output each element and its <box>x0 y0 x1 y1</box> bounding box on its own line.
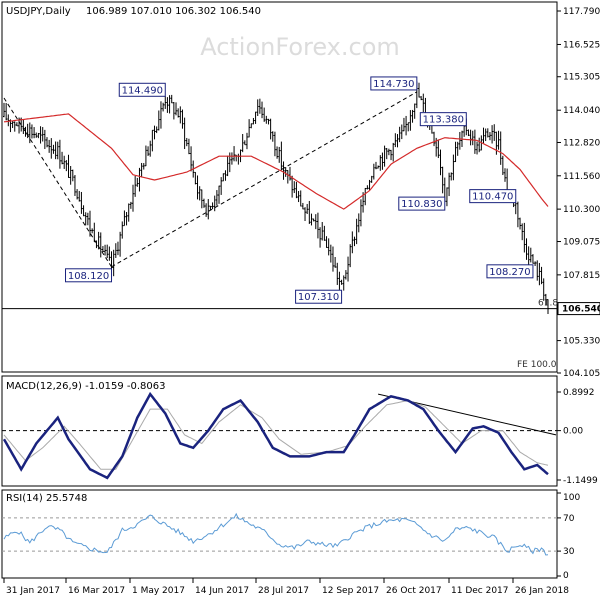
date-tick-label: 16 Mar 2017 <box>68 586 125 596</box>
trend-line <box>111 91 418 268</box>
swing-label-text: 113.380 <box>423 115 464 126</box>
rsi-label: RSI(14) 25.5748 <box>6 493 87 504</box>
macd-panel: MACD(12,26,9) -1.0159 -0.8063 0.8992 0.00… <box>1 375 598 487</box>
swing-label-text: 110.830 <box>401 199 442 210</box>
swing-label: 107.310 <box>295 289 343 304</box>
price-trend-lines <box>3 91 418 268</box>
swing-label-box <box>118 82 166 97</box>
price-tick-label: 111.560 <box>563 172 600 182</box>
price-tick-label: 115.305 <box>563 73 600 83</box>
macd-signal-line <box>3 400 549 470</box>
rsi-panel-frame <box>1 489 558 579</box>
macd-tick-label: -1.1499 <box>563 476 598 486</box>
candlestick-series <box>3 81 549 314</box>
swing-label: 113.380 <box>419 112 467 127</box>
price-panel: ActionForex.com USDJPY,Daily 106.989 107… <box>1 1 600 379</box>
price-tick-label: 107.815 <box>563 271 600 281</box>
swing-point-labels: 108.120 114.490 107.310 114.730 110.830 113.3… <box>65 76 534 304</box>
price-tick-label: 114.040 <box>563 106 600 116</box>
swing-label-box <box>419 112 467 127</box>
swing-label-text: 108.120 <box>68 271 109 282</box>
price-tick-label: 110.300 <box>563 205 600 215</box>
price-tick-label: 117.790 <box>563 7 600 17</box>
swing-label: 108.270 <box>486 264 534 279</box>
symbol-label: USDJPY,Daily <box>6 6 71 17</box>
macd-line <box>2 391 549 480</box>
price-tick-label: 109.075 <box>563 238 600 248</box>
date-tick-label: 26 Oct 2017 <box>386 586 442 596</box>
date-tick-label: 11 Dec 2017 <box>451 586 509 596</box>
date-tick-label: 31 Jan 2017 <box>6 586 60 596</box>
swing-label-text: 110.470 <box>472 192 513 203</box>
price-tick-label: 105.330 <box>563 337 600 347</box>
price-axis-ticks: 117.790 116.525 115.305 114.040 112.820 111.5… <box>557 7 600 379</box>
date-axis-ticks: 31 Jan 2017 16 Mar 2017 1 May 2017 14 Jun 2… <box>3 578 569 596</box>
date-tick-label: 1 May 2017 <box>132 586 185 596</box>
macd-label: MACD(12,26,9) -1.0159 -0.8063 <box>6 381 166 392</box>
moving-average-line <box>3 113 549 210</box>
swing-label-box <box>65 268 113 283</box>
current-price-tag-label: 106.540 <box>562 305 600 315</box>
swing-label: 108.120 <box>65 268 113 283</box>
date-tick-label: 14 Jun 2017 <box>195 586 249 596</box>
fe-level-label: FE 100.0 <box>517 360 557 370</box>
swing-label-box <box>398 196 446 211</box>
swing-label: 110.830 <box>398 196 446 211</box>
swing-label-text: 114.490 <box>122 85 163 96</box>
fib-level-label: 61.8 <box>538 299 558 309</box>
swing-label-box <box>370 76 418 91</box>
price-panel-frame <box>1 1 558 373</box>
swing-label-text: 114.730 <box>373 79 414 90</box>
macd-tick-label: 0.00 <box>563 427 583 437</box>
trend-line <box>3 97 112 268</box>
rsi-tick-label: 100 <box>563 493 580 503</box>
swing-label-text: 107.310 <box>298 292 339 303</box>
swing-label: 114.490 <box>118 82 166 97</box>
swing-label-text: 108.270 <box>489 267 530 278</box>
rsi-line <box>3 512 549 556</box>
watermark: ActionForex.com <box>200 33 400 61</box>
current-price-tag <box>557 302 600 316</box>
swing-label-box <box>486 264 534 279</box>
macd-axis-ticks: 0.8992 0.00 -1.1499 <box>557 388 598 486</box>
price-tick-label: 104.105 <box>563 369 600 379</box>
price-tick-label: 112.820 <box>563 138 600 148</box>
ohlc-label: 106.989 107.010 106.302 106.540 <box>86 6 261 17</box>
rsi-tick-label: 70 <box>563 514 575 524</box>
date-tick-label: 26 Jan 2018 <box>515 586 569 596</box>
date-tick-label: 12 Sep 2017 <box>322 586 379 596</box>
swing-label-box <box>295 289 343 304</box>
date-tick-label: 28 Jul 2017 <box>258 586 309 596</box>
swing-label: 114.730 <box>370 76 418 91</box>
swing-label-box <box>469 189 517 204</box>
swing-label: 110.470 <box>469 189 517 204</box>
rsi-axis-ticks: 100 70 30 0 <box>557 492 580 581</box>
rsi-tick-label: 30 <box>563 547 575 557</box>
rsi-panel: RSI(14) 25.5748 100 70 30 0 <box>1 489 580 581</box>
macd-tick-label: 0.8992 <box>563 388 595 398</box>
rsi-tick-label: 0 <box>563 571 569 581</box>
price-tick-label: 116.525 <box>563 40 600 50</box>
